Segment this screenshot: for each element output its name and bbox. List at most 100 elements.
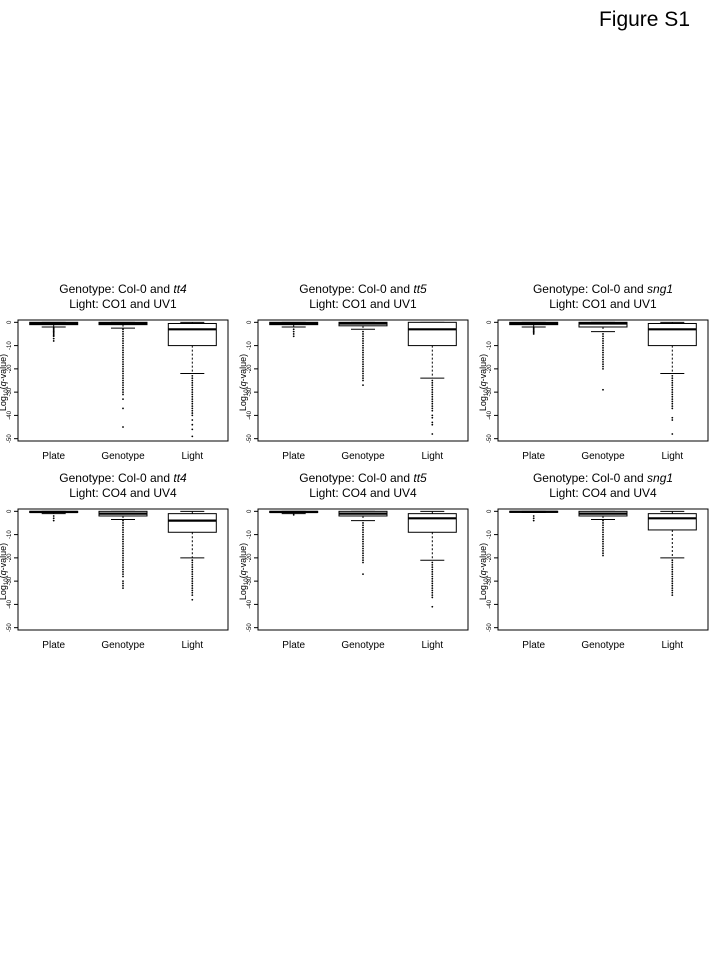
y-tick-label: -20 (7, 364, 13, 373)
box-plate (269, 510, 319, 516)
outlier-point (292, 513, 295, 516)
outlier-point (122, 340, 124, 342)
y-tick-label: -30 (247, 387, 253, 396)
outlier-point (671, 573, 674, 576)
box-genotype (578, 510, 628, 557)
y-axis-label: Log10(q-value) (478, 543, 490, 600)
outlier-point (431, 421, 434, 424)
outlier-point (122, 570, 124, 573)
outlier-point (122, 552, 124, 555)
outlier-point (122, 543, 124, 545)
outlier-point (362, 573, 364, 576)
outlier-point (532, 515, 535, 517)
outlier-point (431, 596, 434, 599)
outlier-point (431, 395, 434, 398)
panel-title-genotype: tt5 (413, 471, 427, 485)
outlier-point (602, 349, 604, 352)
ylabel-log: Log (238, 396, 248, 411)
outlier-point (671, 379, 674, 382)
y-tick-label: -30 (247, 576, 253, 585)
ylabel-sub: 10 (4, 578, 10, 585)
ylabel-suffix: -value) (238, 354, 248, 382)
outlier-point (122, 333, 124, 335)
outlier-point (431, 582, 434, 585)
outlier-point (122, 367, 124, 370)
outlier-point (191, 398, 194, 401)
outlier-point (292, 333, 295, 335)
outlier-point (122, 554, 124, 557)
outlier-point (362, 342, 364, 345)
ylabel-sub: 10 (4, 389, 10, 396)
x-category-label: Light (421, 640, 443, 651)
box-genotype (578, 321, 628, 391)
outlier-point (431, 423, 434, 426)
outlier-point (191, 384, 194, 387)
outlier-point (602, 342, 604, 345)
outlier-point (431, 402, 434, 405)
box-genotype (98, 510, 148, 590)
y-tick-label: -40 (7, 410, 13, 419)
outlier-point (431, 416, 434, 419)
outlier-point (191, 594, 194, 596)
x-category-label: Plate (42, 640, 65, 651)
box-light (407, 321, 457, 435)
y-tick-label: 0 (7, 320, 13, 324)
outlier-point (431, 433, 434, 435)
outlier-point (191, 580, 194, 583)
y-tick-label: -50 (487, 434, 493, 443)
outlier-point (122, 370, 124, 373)
outlier-point (191, 379, 194, 382)
box-light (167, 510, 217, 601)
outlier-point (602, 554, 604, 557)
outlier-point (52, 340, 55, 342)
outlier-point (532, 519, 535, 522)
outlier-point (362, 335, 364, 338)
outlier-point (191, 566, 194, 569)
outlier-point (191, 587, 194, 590)
outlier-point (122, 529, 124, 531)
y-axis-label: Log10(q-value) (0, 543, 10, 600)
x-category-label: Genotype (341, 640, 385, 651)
box-light (407, 510, 457, 608)
ylabel-log: Log (478, 396, 488, 411)
outlier-point (292, 330, 295, 333)
outlier-point (431, 568, 434, 571)
outlier-point (671, 395, 674, 398)
outlier-point (122, 360, 124, 363)
box-light (647, 510, 697, 596)
x-category-label: Genotype (581, 451, 625, 462)
box-iqr (167, 322, 217, 347)
panel-title-line2: Light: CO1 and UV1 (69, 297, 177, 311)
y-tick-label: -50 (247, 434, 253, 443)
outlier-point (122, 573, 124, 576)
outlier-point (671, 391, 674, 394)
outlier-point (122, 374, 124, 377)
box-iqr (647, 513, 697, 531)
outlier-point (602, 524, 604, 527)
y-tick-label: -20 (247, 553, 253, 562)
outlier-point (362, 545, 364, 548)
outlier-point (431, 407, 434, 410)
outlier-point (671, 594, 674, 596)
outlier-point (122, 342, 124, 345)
outlier-point (671, 433, 674, 435)
plot-frame (497, 319, 709, 442)
outlier-point (362, 344, 364, 347)
outlier-point (122, 365, 124, 368)
y-tick-label: -30 (487, 387, 493, 396)
outlier-point (191, 428, 194, 431)
outlier-point (122, 393, 124, 396)
y-tick-label: -50 (7, 623, 13, 632)
outlier-point (602, 333, 604, 335)
outlier-point (671, 591, 674, 594)
outlier-point (431, 386, 434, 389)
outlier-point (191, 589, 194, 592)
x-category-label: Light (661, 640, 683, 651)
outlier-point (362, 526, 364, 529)
outlier-point (362, 543, 364, 545)
box-light (647, 321, 697, 435)
outlier-point (362, 363, 364, 366)
outlier-point (602, 522, 604, 524)
